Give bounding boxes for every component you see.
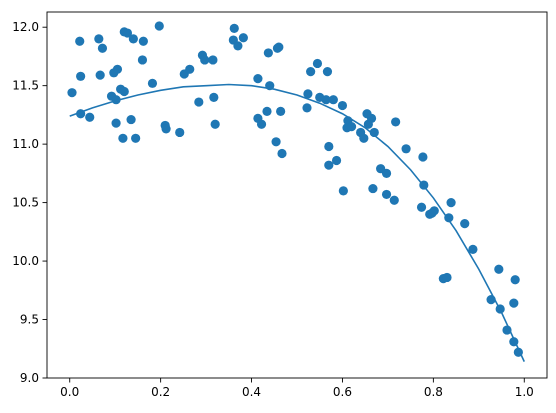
scatter-point (312, 58, 323, 69)
scatter-point (154, 21, 164, 31)
scatter-point (418, 152, 428, 162)
scatter-point (112, 64, 123, 74)
scatter-point (137, 55, 148, 65)
scatter-point (468, 244, 478, 254)
scatter-point (185, 64, 195, 74)
scatter-point (338, 186, 348, 196)
scatter-point (277, 148, 287, 159)
y-tick-label: 12.0 (12, 20, 39, 34)
scatter-point (331, 155, 342, 166)
x-tick-label: 0.8 (424, 385, 443, 399)
scatter-point (446, 198, 456, 208)
x-tick-label: 0.6 (333, 385, 352, 399)
scatter-point (368, 183, 378, 194)
y-tick-label: 9.5 (20, 313, 39, 327)
scatter-point (271, 137, 281, 147)
x-tick-label: 0.4 (242, 385, 261, 399)
scatter-point (276, 106, 286, 116)
scatter-point (200, 55, 210, 65)
x-axis: 0.0 0.2 0.4 0.6 0.8 1.0 (60, 378, 534, 399)
scatter-point (208, 55, 218, 65)
scatter-point (118, 133, 128, 143)
scatter-point (366, 113, 377, 124)
scatter-point (442, 272, 452, 283)
scatter-point (381, 168, 392, 178)
scatter-point (460, 219, 470, 229)
scatter-point (303, 89, 313, 99)
scatter-point (337, 100, 348, 111)
scatter-point (210, 119, 220, 129)
scatter-point (262, 106, 272, 116)
scatter-point (111, 118, 121, 128)
fit-curve-line (69, 83, 525, 362)
scatter-point (346, 121, 357, 132)
scatter-point (401, 144, 411, 154)
scatter-point (328, 95, 338, 105)
scatter-point (75, 36, 85, 46)
scatter-point (229, 23, 239, 33)
scatter-point (119, 86, 129, 97)
scatter-point (321, 95, 331, 105)
scatter-point (161, 124, 171, 134)
plot-frame (46, 11, 548, 379)
scatter-point (131, 133, 141, 143)
scatter-point (381, 189, 392, 200)
scatter-point (391, 117, 401, 127)
y-tick-label: 9.0 (20, 371, 39, 385)
scatter-point (67, 88, 77, 98)
y-tick-label: 11.5 (12, 79, 39, 93)
x-tick-label: 0.2 (151, 385, 170, 399)
scatter-point (256, 119, 267, 129)
scatter-point (85, 112, 95, 122)
scatter-point (494, 264, 504, 274)
scatter-point (233, 41, 243, 51)
scatter-point (324, 141, 334, 152)
scatter-point (97, 43, 108, 53)
y-tick-label: 11.0 (12, 137, 39, 151)
scatter-point (263, 48, 273, 58)
x-tick-label: 1.0 (515, 385, 534, 399)
scatter-point (126, 114, 136, 125)
y-tick-label: 10.5 (12, 196, 39, 210)
plot-area (46, 11, 548, 379)
scatter-point (324, 160, 334, 170)
scatter-point (510, 275, 520, 285)
scatter-point (302, 103, 312, 113)
scatter-point (122, 28, 133, 38)
scatter-point (175, 127, 185, 138)
scatter-point (76, 71, 86, 81)
scatter-point (306, 67, 316, 77)
x-tick-label: 0.0 (60, 385, 79, 399)
scatter-point (389, 195, 399, 205)
scatter-point (369, 127, 379, 138)
scatter-point (94, 34, 104, 44)
y-tick-label: 10.0 (12, 254, 39, 268)
scatter-point (322, 67, 333, 77)
scatter-point (138, 36, 148, 46)
scatter-point (209, 92, 219, 102)
scatter-point (429, 206, 439, 216)
y-axis: 9.0 9.5 10.0 10.5 11.0 11.5 12.0 (12, 20, 47, 385)
scatter-point (253, 74, 263, 84)
scatter-point (147, 78, 158, 88)
scatter-point (274, 42, 284, 52)
scatter-point (509, 298, 519, 308)
scatter-point (359, 133, 369, 143)
scatter-point (128, 34, 138, 44)
scatter-point (416, 202, 427, 212)
scatter-point (95, 70, 105, 80)
scatter-point (238, 33, 248, 43)
scatter-point (194, 97, 204, 107)
